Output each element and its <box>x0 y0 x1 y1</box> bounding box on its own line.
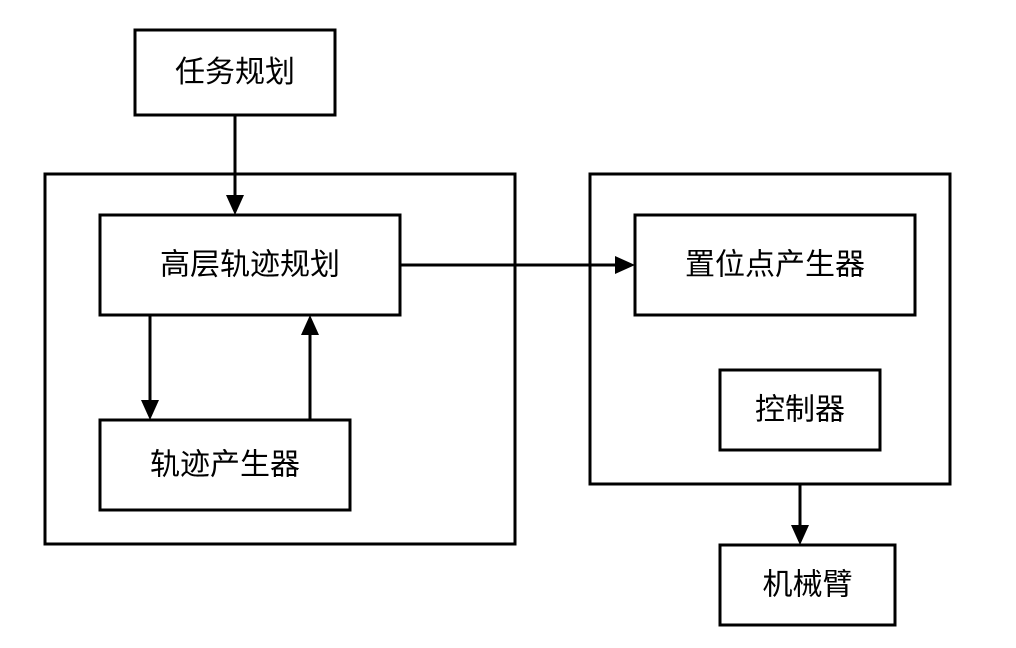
robot-arm: 机械臂 <box>720 545 895 625</box>
arrowhead-icon <box>301 315 319 335</box>
setpoint-generator: 置位点产生器 <box>635 215 915 315</box>
traj-generator: 轨迹产生器 <box>100 420 350 510</box>
traj-generator-label: 轨迹产生器 <box>150 449 300 482</box>
robot-arm-label: 机械臂 <box>763 569 853 602</box>
controller: 控制器 <box>720 370 880 450</box>
arrowhead-icon <box>226 195 244 215</box>
arrowhead-icon <box>615 256 635 274</box>
setpoint-generator-label: 置位点产生器 <box>685 249 865 282</box>
arrowhead-icon <box>141 400 159 420</box>
task-planning-label: 任务规划 <box>175 56 295 89</box>
arrowhead-icon <box>791 525 809 545</box>
high-level-traj-plan-label: 高层轨迹规划 <box>160 249 340 282</box>
high-level-traj-plan: 高层轨迹规划 <box>100 215 400 315</box>
task-planning: 任务规划 <box>135 30 335 115</box>
controller-label: 控制器 <box>755 394 845 427</box>
